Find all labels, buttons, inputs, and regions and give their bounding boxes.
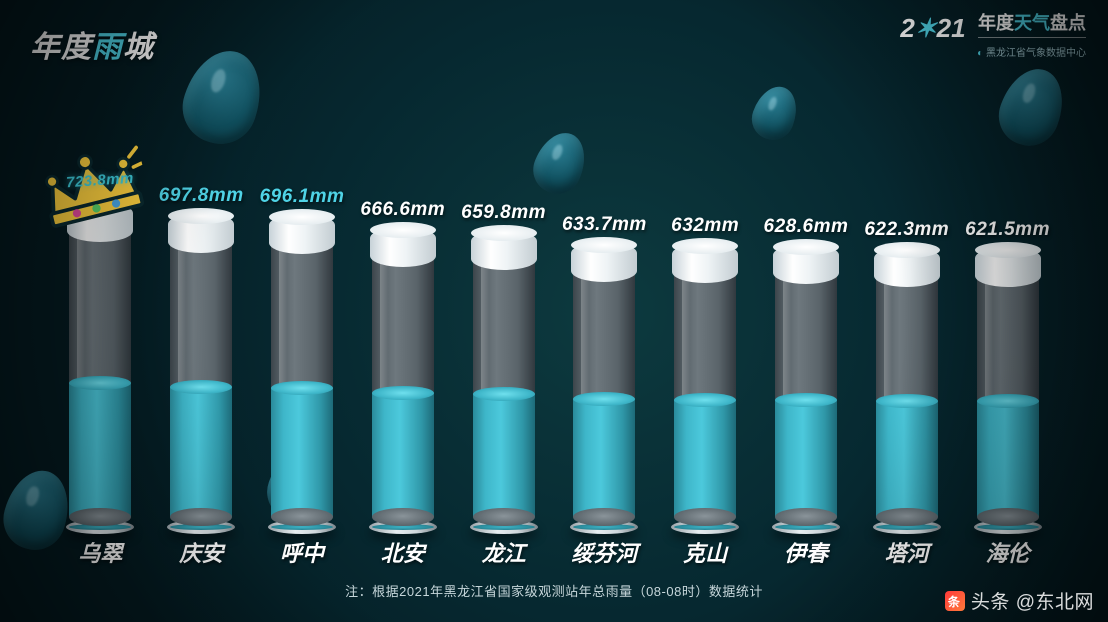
x-axis-label: 北安 bbox=[352, 536, 453, 568]
chart-column: 621.5mm bbox=[957, 219, 1058, 526]
raindrop-icon bbox=[746, 80, 804, 145]
chart-column: 659.8mm bbox=[453, 202, 554, 526]
value-label: 666.6mm bbox=[360, 199, 445, 221]
rainfall-chart: 723.8mm 697.8mm 696.1mm 666.6mm 659.8mm 633.7… bbox=[50, 150, 1058, 526]
value-label: 633.7mm bbox=[562, 214, 647, 236]
chart-column: 632mm bbox=[655, 215, 756, 526]
chart-column: 666.6mm bbox=[352, 199, 453, 526]
value-label: 622.3mm bbox=[864, 219, 949, 241]
x-axis-label: 绥芬河 bbox=[554, 536, 655, 568]
tube-bar bbox=[573, 246, 635, 526]
toutiao-icon bbox=[945, 591, 965, 611]
tube-bar bbox=[473, 234, 535, 526]
page-title: 年度雨城 bbox=[30, 22, 154, 66]
tube-bar bbox=[372, 231, 434, 526]
chart-column: 622.3mm bbox=[856, 219, 957, 526]
tube-bar bbox=[271, 218, 333, 526]
chart-column: 697.8mm bbox=[151, 185, 252, 526]
chart-column: 696.1mm bbox=[252, 186, 353, 526]
chart-column: 723.8mm bbox=[50, 206, 151, 526]
value-label: 628.6mm bbox=[764, 216, 849, 238]
value-label: 621.5mm bbox=[965, 219, 1050, 241]
value-label: 659.8mm bbox=[461, 202, 546, 224]
chart-column: 628.6mm bbox=[756, 216, 857, 526]
value-label: 632mm bbox=[671, 215, 739, 237]
x-axis-label: 塔河 bbox=[856, 536, 957, 568]
badge-line2: 黑龙江省气象数据中心 bbox=[900, 48, 1086, 61]
x-axis-label: 龙江 bbox=[453, 536, 554, 568]
raindrop-icon bbox=[990, 60, 1073, 154]
raindrop-icon bbox=[173, 41, 272, 153]
x-axis-label: 庆安 bbox=[151, 536, 252, 568]
x-axis: 乌翠庆安呼中北安龙江绥芬河克山伊春塔河海伦 bbox=[50, 536, 1058, 568]
x-axis-label: 克山 bbox=[655, 536, 756, 568]
watermark-text: 头条 @东北网 bbox=[971, 592, 1094, 613]
tube-bar bbox=[876, 251, 938, 526]
tube-bar bbox=[674, 247, 736, 526]
year-badge: 2✶21 年度天气盘点 黑龙江省气象数据中心 bbox=[900, 12, 1086, 60]
x-axis-label: 海伦 bbox=[957, 536, 1058, 568]
tube-bar bbox=[977, 251, 1039, 526]
chart-column: 633.7mm bbox=[554, 214, 655, 526]
footnote: 注：根据2021年黑龙江省国家级观测站年总雨量（08-08时）数据统计 bbox=[0, 581, 1108, 600]
title-suffix: 城 bbox=[123, 31, 154, 64]
title-prefix: 年度 bbox=[30, 31, 92, 64]
x-axis-label: 乌翠 bbox=[50, 536, 151, 568]
watermark: 头条 @东北网 bbox=[945, 587, 1094, 614]
badge-line1: 年度天气盘点 bbox=[978, 12, 1086, 38]
value-label: 723.8mm bbox=[66, 170, 135, 192]
tube-bar bbox=[69, 206, 131, 526]
tube-bar bbox=[170, 217, 232, 526]
x-axis-label: 伊春 bbox=[756, 536, 857, 568]
value-label: 696.1mm bbox=[260, 186, 345, 208]
tube-bar bbox=[775, 248, 837, 526]
badge-year: 2✶21 bbox=[900, 12, 965, 45]
value-label: 697.8mm bbox=[159, 185, 244, 207]
title-accent: 雨 bbox=[92, 31, 123, 64]
x-axis-label: 呼中 bbox=[252, 536, 353, 568]
